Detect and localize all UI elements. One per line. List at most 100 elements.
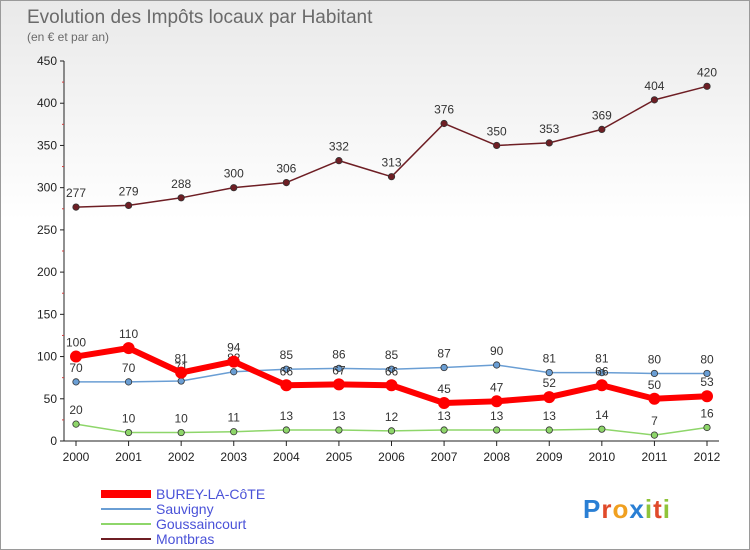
legend-label: BUREY-LA-CôTE <box>156 486 265 502</box>
data-point <box>177 428 185 437</box>
data-point <box>335 157 343 165</box>
data-label: 11 <box>228 411 241 425</box>
data-point <box>175 366 188 379</box>
legend-item: BUREY-LA-CôTE <box>101 486 265 502</box>
data-point <box>701 390 713 403</box>
data-point <box>124 428 133 437</box>
data-label: 110 <box>119 327 138 341</box>
data-label: 277 <box>66 186 86 200</box>
data-label: 70 <box>122 361 136 375</box>
data-point <box>650 369 659 378</box>
data-label: 85 <box>280 348 294 362</box>
data-point <box>493 141 501 150</box>
x-tick-label: 2008 <box>483 450 510 464</box>
data-point <box>124 378 133 386</box>
legend-label: Sauvigny <box>156 501 214 517</box>
data-point <box>282 179 290 187</box>
data-label: 13 <box>543 409 557 423</box>
data-point <box>598 125 606 133</box>
data-label: 90 <box>490 344 504 358</box>
data-label: 20 <box>69 403 83 417</box>
data-label: 404 <box>644 79 664 93</box>
data-point <box>545 426 553 434</box>
series-burey-la-côte: 100 110 81 94 66 67 66 45 47 52 66 50 53 <box>66 327 714 409</box>
data-label: 66 <box>595 364 609 378</box>
data-point <box>703 82 711 90</box>
data-point <box>493 361 501 369</box>
data-label: 300 <box>224 167 244 181</box>
data-point <box>332 378 345 391</box>
logo-letter: P <box>583 494 601 524</box>
series-layer: 277 279 288 300 306 332 313 376 350 353 369 404 420 7… <box>66 65 717 439</box>
data-label: 80 <box>700 352 714 366</box>
data-label: 369 <box>592 108 612 122</box>
data-label: 288 <box>171 177 191 191</box>
data-point <box>595 379 608 392</box>
data-point <box>385 379 398 392</box>
data-label: 10 <box>174 412 188 426</box>
data-point <box>490 395 503 408</box>
data-label: 376 <box>434 102 454 116</box>
data-point <box>545 368 553 377</box>
logo-letter: o <box>612 494 629 524</box>
series-montbras: 277 279 288 300 306 332 313 376 350 353 369 404 420 <box>66 65 717 211</box>
chart-title: Evolution des Impôts locaux par Habitant <box>27 7 373 28</box>
data-label: 53 <box>700 375 714 389</box>
x-tick-label: 2011 <box>642 450 668 464</box>
data-point <box>387 173 396 181</box>
data-point <box>280 379 293 392</box>
data-point <box>598 425 606 433</box>
y-tick-label: 400 <box>37 96 57 110</box>
x-tick-label: 2000 <box>63 450 90 464</box>
data-point <box>124 201 133 209</box>
x-tick-label: 2006 <box>378 450 405 464</box>
y-tick-label: 350 <box>37 138 57 152</box>
data-point <box>440 426 448 434</box>
data-label: 7 <box>651 414 658 428</box>
data-label: 12 <box>385 410 399 424</box>
data-label: 52 <box>543 376 557 390</box>
legend-item: Sauvigny <box>101 501 214 517</box>
y-tick-label: 450 <box>37 54 57 68</box>
chart-subtitle: (en € et par an) <box>27 30 109 44</box>
y-tick-label: 300 <box>37 181 57 195</box>
data-point <box>545 139 553 147</box>
legend: BUREY-LA-CôTESauvignyGoussaincourtMontbr… <box>101 486 265 547</box>
data-point <box>230 184 238 192</box>
data-label: 47 <box>490 380 504 394</box>
data-label: 81 <box>595 352 609 366</box>
data-label: 86 <box>332 347 346 361</box>
data-label: 85 <box>385 348 399 362</box>
proxiti-logo: Proxiti <box>583 494 670 524</box>
legend-label: Montbras <box>156 531 214 547</box>
data-label: 350 <box>487 124 507 138</box>
axes: 0 50 100 150 200 250 300 350 400 450 2000 2001 2002 2… <box>37 54 721 464</box>
series-sauvigny: 70707182858685879081818080 <box>69 344 714 386</box>
data-point <box>438 397 451 409</box>
data-label: 279 <box>119 184 139 198</box>
data-label: 66 <box>280 364 294 378</box>
data-point <box>72 420 80 428</box>
data-label: 100 <box>66 336 86 350</box>
data-point <box>440 119 448 128</box>
data-point <box>282 426 290 434</box>
data-point <box>70 350 82 363</box>
x-tick-label: 2004 <box>273 450 300 464</box>
data-label: 13 <box>332 409 346 423</box>
data-label: 10 <box>122 412 136 426</box>
data-label: 66 <box>385 364 399 378</box>
data-point <box>440 363 448 372</box>
data-point <box>650 431 659 439</box>
logo-letter: i <box>645 494 653 524</box>
y-tick-label: 50 <box>44 392 58 406</box>
data-label: 45 <box>437 382 451 396</box>
legend-label: Goussaincourt <box>156 516 246 532</box>
data-point <box>598 368 606 377</box>
data-label: 80 <box>648 352 662 366</box>
data-label: 13 <box>490 409 504 423</box>
y-tick-label: 0 <box>50 434 57 448</box>
data-point <box>72 203 80 211</box>
y-tick-label: 150 <box>37 307 57 321</box>
